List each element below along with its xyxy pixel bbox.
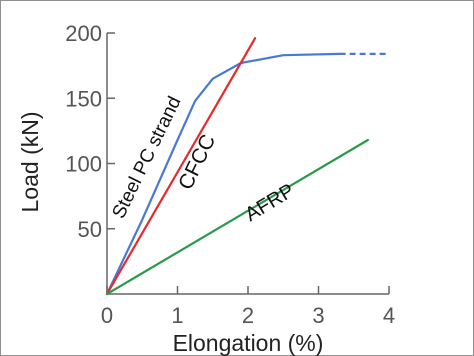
- series-label-2: AFRP: [241, 180, 298, 226]
- series-line-2: [105, 138, 369, 296]
- labels-layer: Elongation (%) Load (kN) Steel PC strandCF…: [17, 93, 323, 356]
- y-tick-label: 200: [65, 21, 102, 46]
- series-line-0: [105, 52, 341, 296]
- x-tick-label: 3: [312, 303, 324, 328]
- x-tick-label: 4: [383, 303, 395, 328]
- series-label-0: Steel PC strand: [108, 93, 185, 222]
- y-tick-label: 150: [65, 86, 102, 111]
- x-tick-label: 0: [101, 303, 113, 328]
- axes-layer: 50 100 150 200 0 1 2 3 4: [65, 21, 395, 328]
- series-label-1: CFCC: [174, 131, 220, 194]
- series-layer: [105, 37, 389, 296]
- x-tick-label: 2: [242, 303, 254, 328]
- x-axis-title: Elongation (%): [173, 330, 324, 356]
- y-tick-label: 50: [78, 217, 102, 242]
- y-axis-title: Load (kN): [17, 112, 43, 213]
- y-tick-label: 100: [65, 152, 102, 177]
- series-line-1: [105, 37, 257, 296]
- x-tick-label: 1: [171, 303, 183, 328]
